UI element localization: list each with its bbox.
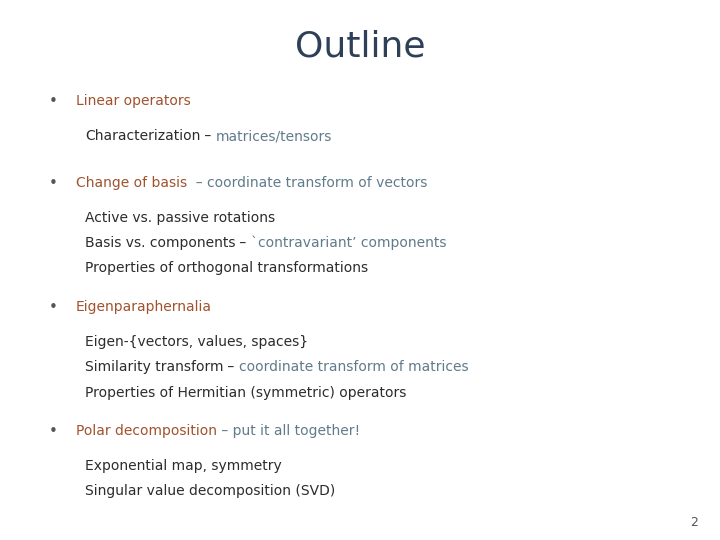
Text: Singular value decomposition (SVD): Singular value decomposition (SVD): [85, 484, 336, 498]
Text: – put it all together!: – put it all together!: [217, 424, 360, 438]
Text: Characterization: Characterization: [85, 129, 200, 143]
Text: matrices/tensors: matrices/tensors: [216, 129, 333, 143]
Text: 2: 2: [690, 516, 698, 529]
Text: Basis vs. components: Basis vs. components: [85, 236, 235, 250]
Text: •: •: [49, 176, 58, 191]
Text: coordinate transform of matrices: coordinate transform of matrices: [239, 360, 469, 374]
Text: –: –: [235, 236, 251, 250]
Text: Active vs. passive rotations: Active vs. passive rotations: [85, 211, 275, 225]
Text: •: •: [49, 424, 58, 440]
Text: –: –: [223, 360, 239, 374]
Text: Linear operators: Linear operators: [76, 94, 190, 109]
Text: Outline: Outline: [294, 30, 426, 64]
Text: Change of basis: Change of basis: [76, 176, 186, 190]
Text: Eigenparaphernalia: Eigenparaphernalia: [76, 300, 212, 314]
Text: Exponential map, symmetry: Exponential map, symmetry: [85, 459, 282, 473]
Text: Polar decomposition: Polar decomposition: [76, 424, 217, 438]
Text: Eigen-{vectors, values, spaces}: Eigen-{vectors, values, spaces}: [85, 335, 308, 349]
Text: Similarity transform: Similarity transform: [85, 360, 223, 374]
Text: –: –: [200, 129, 216, 143]
Text: Properties of orthogonal transformations: Properties of orthogonal transformations: [85, 261, 368, 275]
Text: – coordinate transform of vectors: – coordinate transform of vectors: [186, 176, 427, 190]
Text: •: •: [49, 94, 58, 110]
Text: Properties of Hermitian (symmetric) operators: Properties of Hermitian (symmetric) oper…: [85, 386, 406, 400]
Text: `contravariant’ components: `contravariant’ components: [251, 236, 446, 251]
Text: •: •: [49, 300, 58, 315]
